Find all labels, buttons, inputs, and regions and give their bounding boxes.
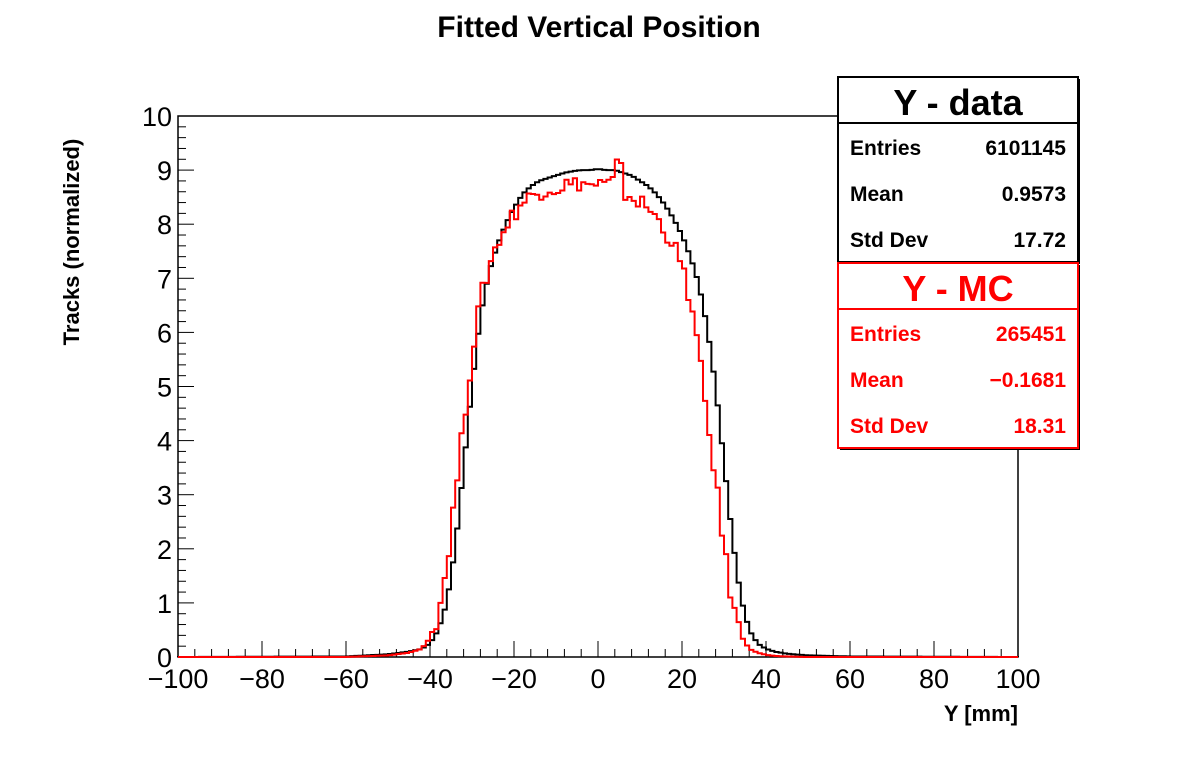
stats-value: 17.72 [1013, 229, 1066, 252]
x-axis-title: Y [mm] [944, 701, 1018, 726]
stats-label: Std Dev [850, 415, 929, 438]
y-tick-label: 10 [142, 102, 172, 132]
stats-box-frame [837, 262, 1079, 449]
y-tick-label: 3 [157, 481, 172, 511]
stats-label: Entries [850, 137, 921, 160]
stats-box-frame [837, 76, 1079, 263]
stats-label: Mean [850, 183, 904, 206]
y-tick-label: 4 [157, 427, 172, 457]
x-tick-label: 100 [995, 664, 1040, 694]
y-tick-label: 2 [157, 535, 172, 565]
stats-box-data: Y - data Entries 6101145 Mean 0.9573 Std Dev 1… [837, 76, 1080, 264]
y-tick-label: 6 [157, 318, 172, 348]
y-tick-label: 7 [157, 264, 172, 294]
stats-label: Std Dev [850, 229, 929, 252]
stats-label: Mean [850, 369, 904, 392]
x-tick-label: −60 [323, 664, 369, 694]
histogram-series [177, 158, 1019, 658]
y-tick-label: 5 [157, 373, 172, 403]
x-tick-label: 80 [919, 664, 949, 694]
stats-value: 6101145 [985, 137, 1066, 160]
y-tick-label: 8 [157, 210, 172, 240]
stats-title: Y - data [893, 82, 1023, 123]
stats-value: 265451 [996, 323, 1066, 346]
y-axis-title: Tracks (normalized) [59, 139, 84, 346]
y-tick-labels: 0 1 2 3 4 5 6 7 8 9 10 [142, 102, 172, 673]
stats-label: Entries [850, 323, 921, 346]
stats-value: −0.1681 [990, 369, 1067, 392]
y-tick-label: 0 [157, 643, 172, 673]
x-tick-label: 20 [667, 664, 697, 694]
x-tick-label: −20 [491, 664, 537, 694]
stats-boxes: Y - data Entries 6101145 Mean 0.9573 Std Dev 1… [837, 76, 1080, 450]
x-tick-label: −80 [239, 664, 285, 694]
chart-title: Fitted Vertical Position [437, 11, 760, 44]
y-tick-label: 1 [157, 589, 172, 619]
x-tick-label: −40 [407, 664, 453, 694]
stats-title: Y - MC [902, 268, 1013, 309]
x-tick-label: 60 [835, 664, 865, 694]
stats-value: 18.31 [1013, 415, 1066, 438]
y-tick-label: 9 [157, 156, 172, 186]
stats-value: 0.9573 [1002, 183, 1066, 206]
series-line-mc [178, 158, 1018, 658]
x-tick-label: 40 [751, 664, 781, 694]
stats-box-mc: Y - MC Entries 265451 Mean −0.1681 Std Dev 18.… [837, 262, 1080, 450]
x-tick-label: −100 [148, 664, 209, 694]
x-tick-labels: −100 −80 −60 −40 −20 0 20 40 60 80 100 [148, 664, 1041, 694]
x-tick-label: 0 [590, 664, 605, 694]
